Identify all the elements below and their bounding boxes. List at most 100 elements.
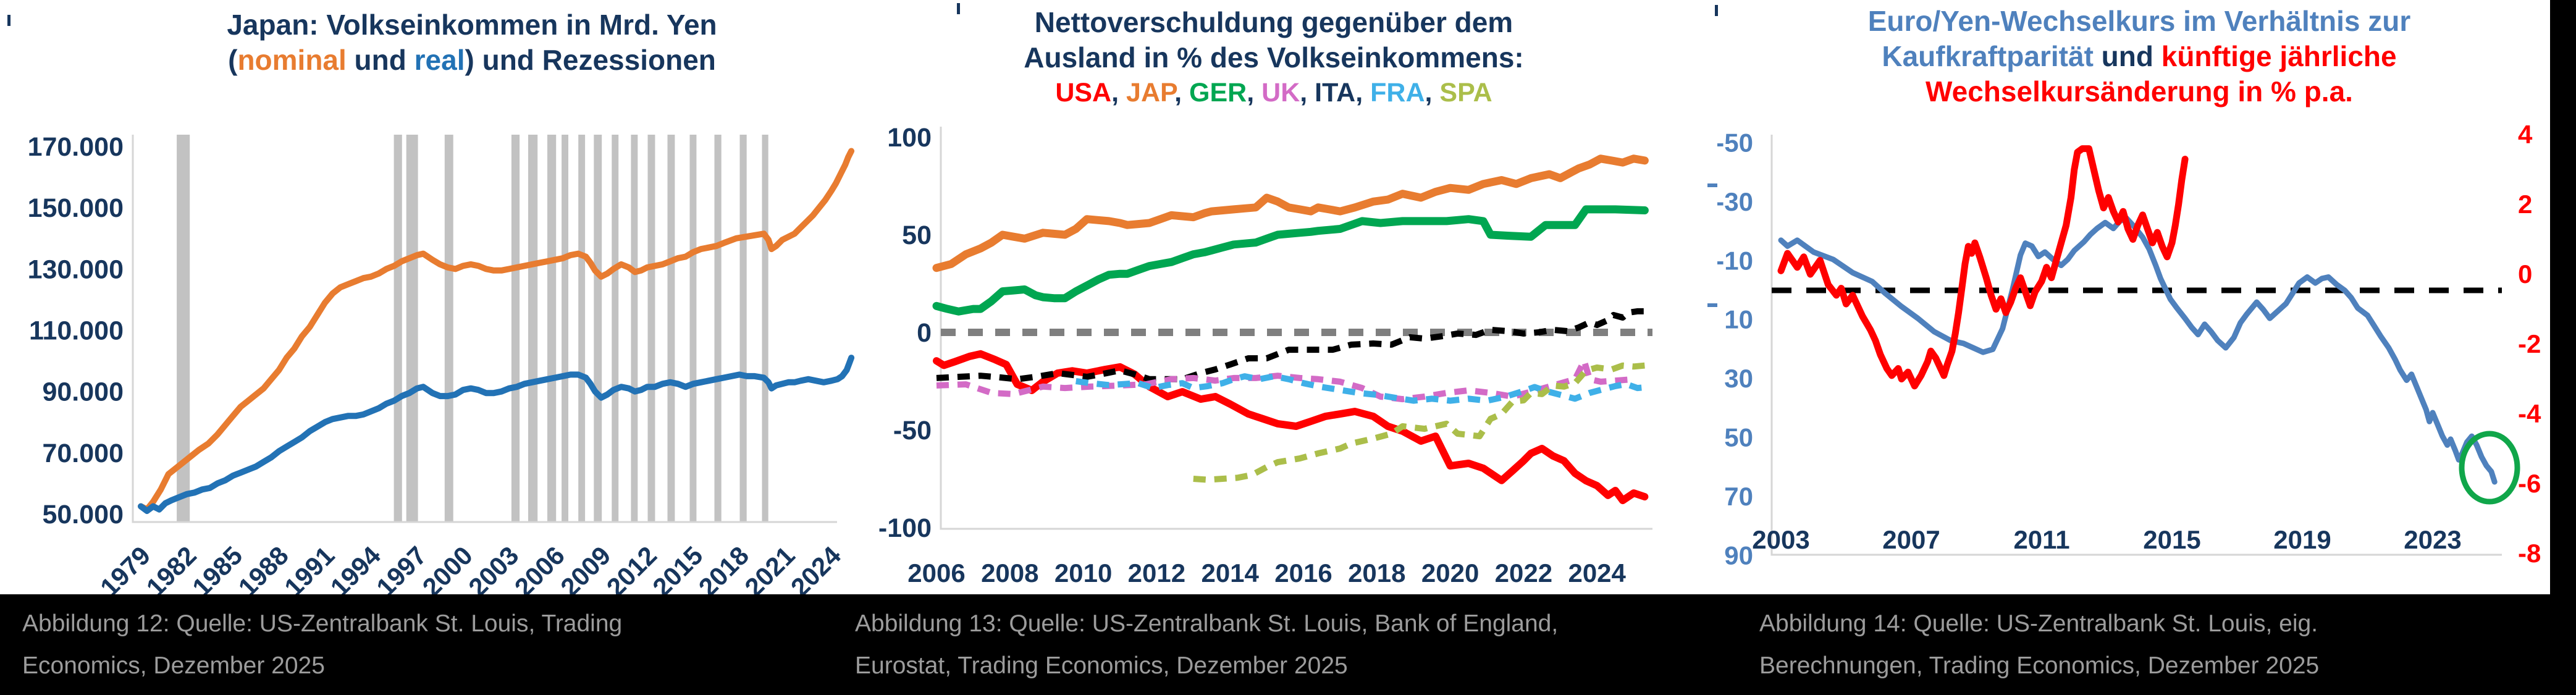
x-axis-tick-label: 2016 — [1274, 558, 1332, 588]
y-axis-tick-label: 170.000 — [28, 132, 124, 162]
title-line: Wechselkursänderung in % p.a. — [1926, 75, 2353, 107]
title-line: Kaufkraftparität und künftige jährliche — [1882, 40, 2397, 72]
highlight-circle — [2459, 431, 2520, 505]
y-axis-right-tick-label: -4 — [2518, 399, 2541, 428]
caption-band: Abbildung 12: Quelle: US-Zentralbank St.… — [0, 594, 2576, 695]
recession-bar — [739, 135, 747, 522]
slide-artifact-tick — [1715, 5, 1718, 16]
y-axis-tick-label: 50 — [1724, 423, 1753, 452]
y-axis-tick-label: 0 — [917, 318, 932, 348]
chart-netdebt-panel: Nettoverschuldung gegenüber dem Ausland i… — [859, 0, 1717, 594]
x-axis-tick-label: 2012 — [1128, 558, 1185, 588]
chart-euroyen-title: Euro/Yen-Wechselkurs im Verhältnis zur Ka… — [1710, 4, 2569, 109]
y-axis-right-tick-label: 2 — [2518, 190, 2532, 219]
y-axis-tick-label: 100 — [887, 123, 932, 153]
recession-bar — [578, 135, 586, 522]
y-axis-right-tick-label: -6 — [2518, 469, 2541, 498]
x-axis-tick-label: 2007 — [1882, 525, 1940, 554]
axis-line — [1770, 135, 2502, 556]
recession-bar — [631, 135, 638, 522]
series-euro-yen-vs-kaufkraftparit-t — [1778, 215, 2498, 485]
title-line: Euro/Yen-Wechselkurs im Verhältnis zur — [1867, 5, 2411, 37]
recession-bar — [528, 135, 538, 522]
y-axis-tick-label: 30 — [1724, 364, 1753, 393]
recession-bar — [177, 135, 190, 522]
recession-bar — [612, 135, 619, 522]
recession-bar — [511, 135, 520, 522]
y-axis-tick-label: -30 — [1717, 187, 1753, 216]
y-axis-right-tick-label: 0 — [2518, 259, 2532, 289]
recession-bar — [444, 135, 453, 522]
recession-bar — [394, 135, 402, 522]
recession-bar — [667, 135, 675, 522]
chart-euroyen-plot: -50 -30 -10 10 30 50 70 90 4 2 0 -2 -4 -6 -8 2003 2007 20… — [1717, 120, 2541, 570]
chart-japan-plot: 170.000 150.000 130.000 110.000 90.000 70.000… — [28, 132, 855, 594]
title-line: (nominal und real) und Rezessionen — [228, 44, 716, 76]
y-axis-tick-label: 130.000 — [28, 255, 124, 284]
caption-line: Abbildung 12: Quelle: US-Zentralbank St.… — [22, 610, 623, 637]
x-axis-tick-label: 2003 — [1752, 525, 1809, 554]
caption-abbildung-12: Abbildung 12: Quelle: US-Zentralbank St.… — [22, 603, 825, 687]
y-axis-tick-label: 90.000 — [42, 377, 124, 407]
y-axis-tick-label: 50 — [902, 221, 932, 250]
recession-bar — [562, 135, 568, 522]
x-axis-tick-label: 2023 — [2404, 525, 2461, 554]
x-axis-tick-label: 2010 — [1054, 558, 1112, 588]
chart-euroyen-panel: Euro/Yen-Wechselkurs im Verhältnis zur Ka… — [1717, 0, 2576, 594]
x-axis-tick-label: 2015 — [2143, 525, 2200, 554]
caption-line: Abbildung 14: Quelle: US-Zentralbank St.… — [1759, 610, 2318, 637]
x-axis-tick-label: 2020 — [1421, 558, 1479, 588]
y-axis-tick-label: -50 — [893, 416, 932, 445]
caption-abbildung-13: Abbildung 13: Quelle: US-Zentralbank St.… — [855, 603, 1707, 687]
title-line: USA, JAP, GER, UK, ITA, FRA, SPA — [1055, 78, 1492, 107]
caption-abbildung-14: Abbildung 14: Quelle: US-Zentralbank St.… — [1759, 603, 2544, 687]
caption-line: Abbildung 13: Quelle: US-Zentralbank St.… — [855, 610, 1559, 637]
slide-artifact-tick — [957, 3, 960, 14]
slide-artifact-tick — [7, 15, 11, 26]
x-axis-tick-label: 2022 — [1495, 558, 1552, 588]
title-line: Nettoverschuldung gegenüber dem — [1034, 6, 1513, 38]
series-fra — [1075, 373, 1649, 404]
axis-line — [132, 135, 837, 523]
x-axis-tick-label: 2019 — [2273, 525, 2331, 554]
series-ita — [936, 308, 1649, 382]
title-line: Japan: Volkseinkommen in Mrd. Yen — [227, 9, 717, 41]
recession-bar — [647, 135, 655, 522]
y-axis-tick-label: -100 — [878, 513, 932, 543]
series-real — [138, 355, 855, 514]
y-axis-tick-label: 70.000 — [42, 439, 124, 468]
axis-line — [940, 127, 1652, 530]
y-axis-tick-label: 110.000 — [29, 316, 124, 346]
x-axis-tick-label: 2006 — [907, 558, 965, 588]
chart-japan-title: Japan: Volkseinkommen in Mrd. Yen (nomina… — [43, 7, 901, 78]
series-k-nftige-j-hrliche-wechselkurs-nderung-p-a- — [1777, 145, 2189, 390]
recession-bar — [762, 135, 768, 522]
recession-bar — [714, 135, 722, 522]
y-axis-right-tick-label: 4 — [2518, 120, 2533, 149]
y-axis-right-tick-label: -2 — [2518, 329, 2541, 358]
x-axis-tick-label: 2014 — [1201, 558, 1259, 588]
caption-line: Eurostat, Trading Economics, Dezember 20… — [855, 652, 1348, 679]
recession-bar — [547, 135, 557, 522]
x-axis-tick-label: 2008 — [981, 558, 1038, 588]
chart-japan-panel: Japan: Volkseinkommen in Mrd. Yen (nomina… — [0, 0, 859, 594]
x-axis-tick-label: 2024 — [785, 541, 847, 594]
y-axis-tick-label: 10 — [1724, 305, 1753, 334]
caption-line: Berechnungen, Trading Economics, Dezembe… — [1759, 652, 2320, 679]
slide-artifact-tick — [1707, 183, 1717, 187]
recession-bar — [594, 135, 602, 522]
y-axis-tick-label: -10 — [1717, 246, 1753, 275]
x-axis-tick-label: 2024 — [1568, 558, 1626, 588]
y-axis-tick-label: 70 — [1724, 482, 1753, 511]
series-jap — [932, 154, 1649, 272]
y-axis-tick-label: 90 — [1724, 541, 1753, 570]
series-spa — [1193, 362, 1645, 483]
y-axis-tick-label: -50 — [1717, 128, 1753, 158]
chart-netdebt-plot: 100 50 0 -50 -100 2006 2008 2010 2012 2014 2016 201… — [878, 123, 1652, 588]
series-uk — [936, 358, 1634, 403]
caption-line: Economics, Dezember 2025 — [22, 652, 325, 679]
y-axis-tick-label: 50.000 — [42, 500, 124, 529]
x-axis-tick-label: 2011 — [2013, 525, 2069, 554]
y-axis-right-tick-label: -8 — [2518, 539, 2541, 568]
